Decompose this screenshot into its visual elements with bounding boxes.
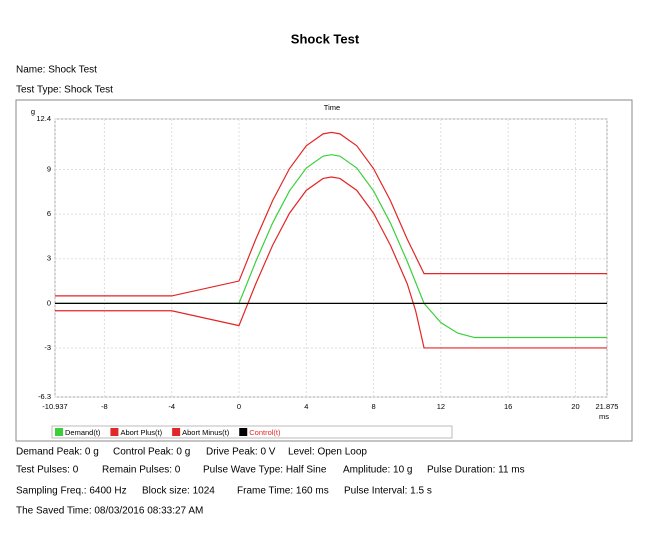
x-tick-label: 20 [571, 402, 579, 411]
y-tick-label: 12.4 [36, 114, 51, 123]
legend-swatch [239, 428, 248, 436]
y-tick-label: -3 [44, 343, 51, 352]
chart-title: Time [324, 103, 340, 112]
y-tick-label: 9 [47, 165, 51, 174]
y-tick-label: 3 [47, 254, 51, 263]
y-tick-label: 6 [47, 209, 51, 218]
series-line [55, 154, 607, 339]
x-tick-label: -10.937 [42, 402, 67, 411]
info-text: Demand Peak: 0 g [16, 447, 99, 458]
y-label: g [31, 107, 35, 116]
legend-swatch [172, 428, 181, 436]
info-text: The Saved Time: 08/03/2016 08:33:27 AM [16, 506, 203, 517]
legend-label: Abort Minus(t) [182, 428, 230, 437]
x-tick-label: 0 [237, 402, 241, 411]
legend-label: Abort Plus(t) [120, 428, 162, 437]
info-text: Frame Time: 160 ms [237, 486, 329, 497]
x-tick-label: 8 [371, 402, 375, 411]
info-text: Remain Pulses: 0 [102, 465, 181, 476]
info-text: Pulse Duration: 11 ms [427, 465, 525, 476]
legend-swatch [55, 428, 63, 436]
info-text: Block size: 1024 [142, 486, 215, 497]
info-text: Level: Open Loop [288, 447, 367, 458]
legend [51, 425, 453, 439]
info-text: Amplitude: 10 g [343, 465, 413, 476]
x-unit: ms [599, 412, 609, 421]
report-title: Shock Test [291, 31, 360, 46]
x-tick-label: -4 [168, 402, 175, 411]
x-tick-label: 16 [504, 402, 512, 411]
info-text: Pulse Wave Type: Half Sine [203, 465, 327, 476]
legend-swatch [110, 428, 119, 436]
info-text: Pulse Interval: 1.5 s [344, 486, 432, 497]
info-text: Sampling Freq.: 6400 Hz [16, 486, 127, 497]
info-text: Drive Peak: 0 V [206, 447, 276, 458]
x-tick-label: -8 [101, 402, 108, 411]
chart-frame [15, 99, 633, 442]
x-tick-label: 12 [437, 402, 445, 411]
x-tick-label: 21.875 [596, 402, 619, 411]
name: Name: Shock Test [16, 65, 97, 76]
info-text: Test Pulses: 0 [16, 465, 79, 476]
y-tick-label: 0 [47, 298, 51, 307]
x-tick-label: 4 [304, 402, 308, 411]
plot-area [54, 118, 608, 398]
test-type: Test Type: Shock Test [16, 85, 113, 96]
series-line [55, 131, 607, 297]
legend-label: Control(t) [249, 428, 281, 437]
legend-label: Demand(t) [65, 428, 101, 437]
info-text: Control Peak: 0 g [113, 447, 190, 458]
y-tick-label: -6.3 [38, 392, 51, 401]
series-line [55, 176, 607, 349]
